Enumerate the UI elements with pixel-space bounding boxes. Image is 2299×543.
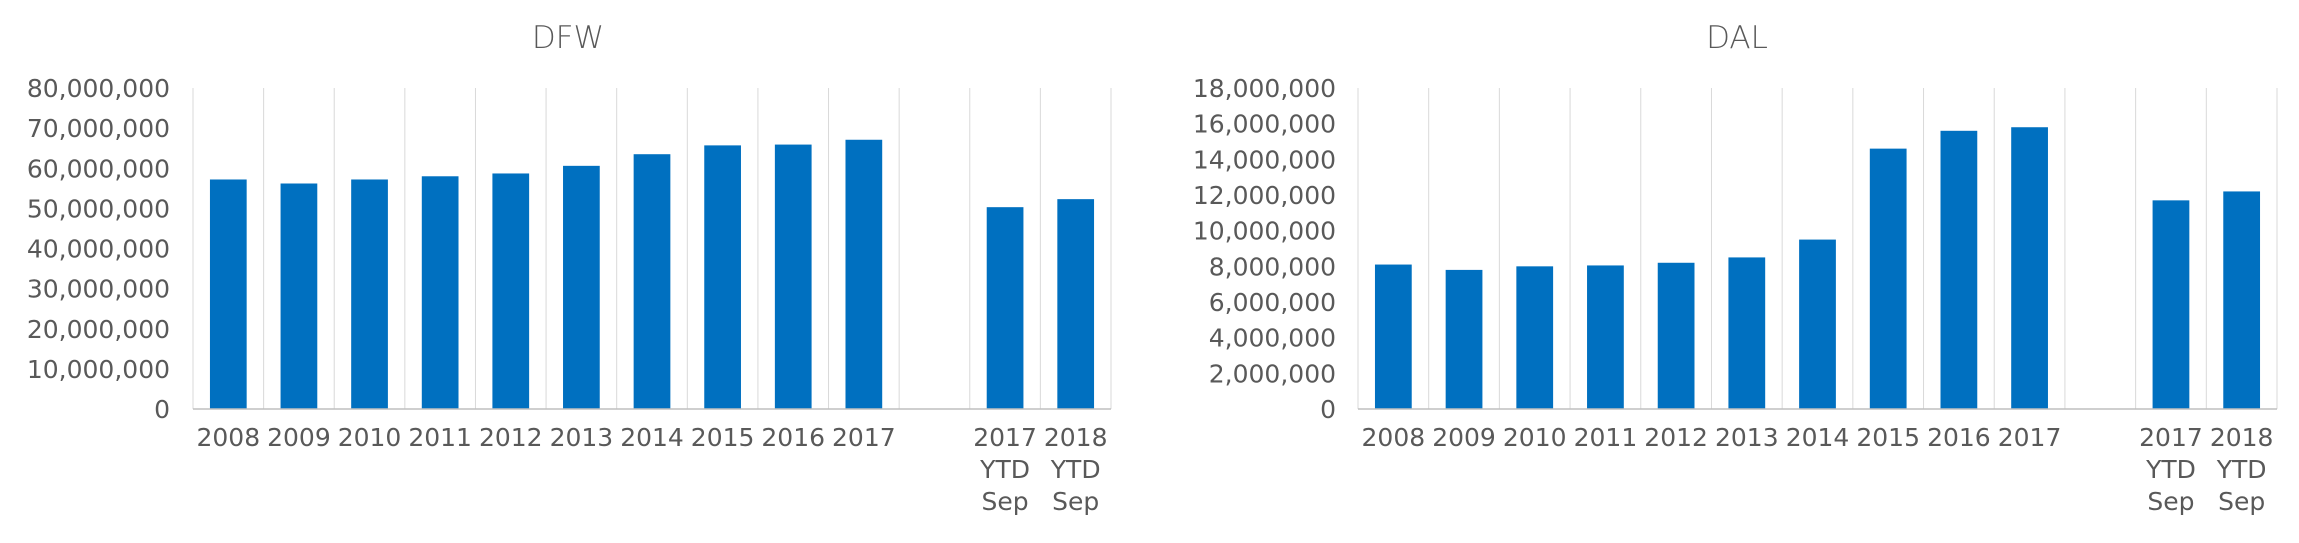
bar-2017-ytd-sep [2152,200,2190,409]
x-tick-label: 2018 YTD Sep [2210,423,2274,516]
bar-2009 [280,183,318,409]
y-tick-label: 70,000,000 [27,114,170,143]
x-tick-label: 2016 [761,423,825,452]
x-tick-label: 2011 [408,423,472,452]
x-tick-label: 2017 YTD Sep [2139,423,2203,516]
x-tick-label: 2012 [1644,423,1708,452]
bar-2009 [1445,269,1483,409]
x-tick-label: 2016 [1927,423,1991,452]
bar-2012 [1657,262,1695,409]
x-tick-label: 2015 [1856,423,1920,452]
bar-2017 [845,139,883,410]
bar-2014 [1799,239,1836,409]
y-tick-label: 0 [154,395,170,424]
x-tick-label: 2013 [1715,423,1779,452]
y-tick-label: 6,000,000 [1209,288,1336,317]
y-tick-label: 14,000,000 [1193,145,1336,174]
dfw-chart: DFW 0 10,000,000 20,000,000 30,000,000 40,000… [27,20,1112,516]
chart-title: DAL [1706,20,1768,56]
x-tick-label: 2012 [479,423,543,452]
x-tick-label: 2015 [691,423,755,452]
x-tick-label: 2017 [832,423,896,452]
bar-2014 [633,154,671,409]
x-tick-label: 2013 [550,423,614,452]
bar-2010 [1516,266,1554,409]
bar-2015 [1869,148,1907,409]
y-tick-label: 40,000,000 [27,235,170,264]
x-tick-label: 2011 [1574,423,1638,452]
dal-chart: DAL 0 2,000,000 4,000,000 6,000,000 8,000,000… [1193,20,2278,516]
x-tick-label: 2018 YTD Sep [1044,423,1108,516]
y-tick-label: 60,000,000 [27,154,170,183]
y-tick-label: 10,000,000 [1193,217,1336,246]
y-tick-label: 30,000,000 [27,275,170,304]
bar-2011 [1587,265,1624,409]
bar-2012 [492,173,530,409]
y-tick-label: 16,000,000 [1193,110,1336,139]
y-tick-label: 18,000,000 [1193,74,1336,103]
bar-2016 [1940,130,1978,410]
y-tick-label: 20,000,000 [27,315,170,344]
y-tick-label: 10,000,000 [27,355,170,384]
bar-2008 [209,179,247,409]
y-tick-label: 12,000,000 [1193,181,1336,210]
x-tick-label: 2014 [620,423,684,452]
bar-2017 [2011,127,2048,409]
y-tick-label: 80,000,000 [27,74,170,103]
x-tick-label: 2009 [1432,423,1496,452]
bar-2018-ytd-sep [2223,191,2261,409]
y-tick-label: 50,000,000 [27,194,170,223]
bar-2013 [563,165,600,409]
y-tick-label: 2,000,000 [1209,359,1336,388]
x-tick-label: 2010 [1503,423,1567,452]
x-tick-label: 2017 YTD Sep [973,423,1037,516]
y-tick-label: 0 [1320,395,1336,424]
x-tick-label: 2014 [1786,423,1850,452]
x-tick-label: 2010 [338,423,402,452]
x-tick-label: 2017 [1998,423,2062,452]
x-tick-label: 2008 [196,423,260,452]
x-tick-label: 2008 [1362,423,1426,452]
bar-2013 [1728,257,1766,409]
bar-2015 [704,145,741,409]
y-tick-label: 8,000,000 [1209,252,1336,281]
chart-title: DFW [532,20,604,56]
bar-2018-ytd-sep [1057,199,1095,409]
y-tick-label: 4,000,000 [1209,324,1336,353]
bar-2008 [1374,264,1412,409]
x-tick-label: 2009 [267,423,331,452]
bar-2011 [421,176,459,409]
bar-2010 [351,179,388,409]
bar-2016 [774,144,812,410]
bar-2017-ytd-sep [986,207,1024,409]
